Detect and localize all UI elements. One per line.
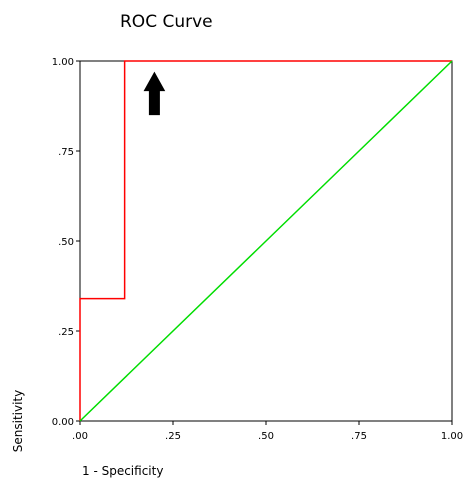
y-tick-label: 0.00 — [52, 417, 74, 428]
x-axis-label: 1 - Specificity — [82, 464, 164, 478]
y-tick-label: 1.00 — [52, 57, 74, 68]
x-tick-label: .00 — [72, 431, 88, 442]
chart-title: ROC Curve — [120, 12, 213, 32]
y-tick-label: .75 — [58, 147, 74, 158]
x-tick-label: .25 — [165, 431, 181, 442]
y-axis-label: Sensitivity — [11, 390, 25, 452]
roc-curve-line — [79, 60, 452, 421]
annotation-arrow-up-icon — [143, 71, 166, 116]
reference-diagonal-line — [79, 60, 453, 422]
x-tick-label: .50 — [258, 431, 274, 442]
y-tick-label: .50 — [58, 237, 74, 248]
x-tick-label: .75 — [351, 431, 367, 442]
x-tick-label: 1.00 — [441, 431, 463, 442]
y-tick-label: .25 — [58, 327, 74, 338]
